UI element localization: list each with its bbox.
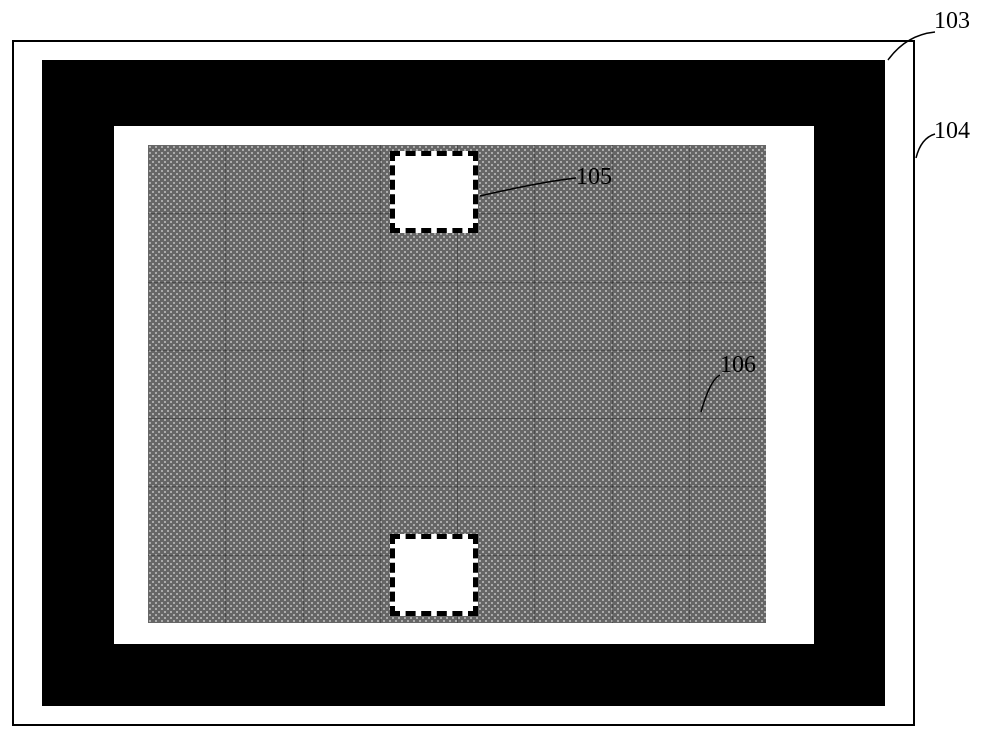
label-105: 105	[576, 164, 612, 191]
label-103: 103	[934, 8, 970, 35]
label-104: 104	[934, 118, 970, 145]
cutout-bottom	[390, 534, 478, 616]
label-106: 106	[720, 352, 756, 379]
cutout-top	[390, 151, 478, 233]
